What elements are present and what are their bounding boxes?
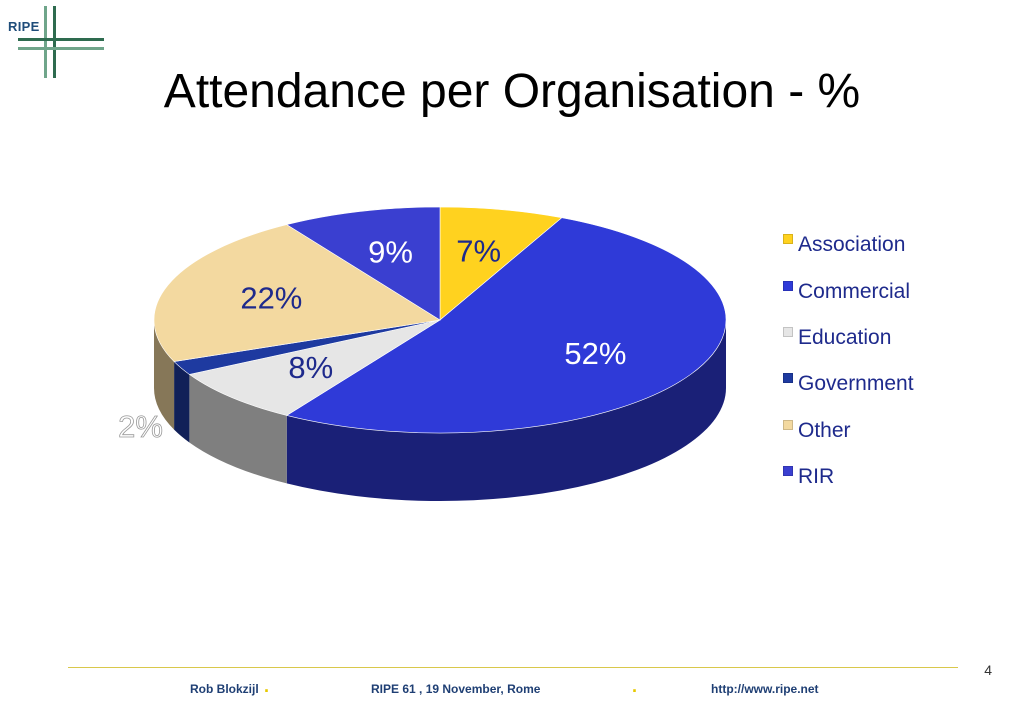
pie-side-other [154, 320, 175, 430]
pie-side-government [174, 361, 190, 443]
legend-label: Other [798, 418, 851, 442]
legend-swatch [783, 466, 793, 477]
legend-swatch [783, 280, 793, 291]
pie-slice-education [188, 319, 441, 416]
pie-value-label: 9% [368, 235, 413, 270]
pie-side-commercial [286, 320, 726, 501]
legend-swatch [783, 234, 793, 245]
legend-item: Education [783, 315, 914, 361]
legend-swatch [783, 326, 793, 337]
footer-url[interactable]: http://www.ripe.net [711, 682, 819, 696]
chart-legend: Association Commercial Education Government… [783, 222, 914, 500]
pie-side-education [189, 374, 287, 484]
pie-value-label: 22% [240, 280, 302, 315]
footer-author: Rob Blokzijl [190, 682, 259, 696]
legend-item: Other [783, 408, 914, 454]
footer-separator-dot: . [632, 676, 638, 696]
pie-value-label: 8% [288, 350, 333, 385]
legend-swatch [783, 419, 793, 430]
pie-slice-other [153, 224, 441, 362]
legend-item: Commercial [783, 268, 914, 314]
legend-swatch [783, 373, 793, 384]
pie-slice-rir [285, 206, 441, 321]
page-title: Attendance per Organisation - % [163, 65, 861, 118]
page-number: 4 [984, 662, 992, 678]
logo-text: RIPE [8, 19, 40, 34]
legend-label: Association [798, 233, 906, 257]
pie-value-label: 52% [564, 336, 626, 371]
legend-item: Government [783, 361, 914, 407]
footer-divider [68, 667, 958, 668]
pie-value-label: 7% [456, 234, 501, 269]
pie-top-group [153, 206, 727, 434]
pie-label-group: 7% 52% 8% 2% 22% 9% [118, 234, 627, 445]
legend-label: Education [798, 325, 892, 349]
legend-item: RIR [783, 454, 914, 500]
footer-separator-dot: . [264, 676, 270, 696]
legend-label: Government [798, 372, 914, 396]
legend-label: RIR [798, 465, 835, 489]
legend-item: Association [783, 222, 914, 268]
pie-value-label: 2% [118, 409, 163, 444]
pie-slice-association [439, 206, 563, 321]
pie-side-group [154, 320, 726, 501]
ripe-logo [18, 6, 104, 78]
pie-slice-commercial [285, 217, 727, 434]
footer-event: RIPE 61 , 19 November, Rome [371, 682, 541, 696]
legend-label: Commercial [798, 279, 911, 303]
